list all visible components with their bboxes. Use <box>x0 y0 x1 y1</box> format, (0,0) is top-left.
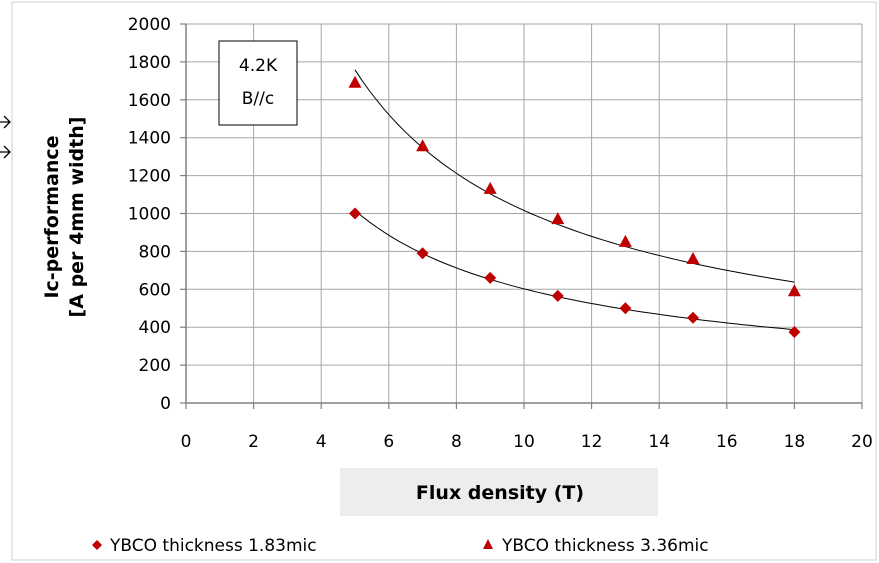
x-tick-label: 12 <box>581 432 603 452</box>
data-point-series-1 <box>484 271 497 284</box>
data-point-series-2 <box>686 251 700 264</box>
annotation-box <box>218 40 298 126</box>
trendline-series-2 <box>354 69 795 283</box>
x-tick-label: 10 <box>513 432 535 452</box>
y-tick-label: 200 <box>139 356 171 376</box>
legend-label-series-1: YBCO thickness 1.83mic <box>109 536 317 556</box>
x-tick-label: 18 <box>784 432 806 452</box>
x-tick-label: 14 <box>648 432 670 452</box>
x-tick-label: 20 <box>851 432 873 452</box>
arrow-icon <box>0 145 11 159</box>
x-tick-label: 2 <box>248 432 259 452</box>
trendline-series-1 <box>354 210 795 331</box>
y-tick-label: 1400 <box>128 129 171 149</box>
data-point-series-2 <box>787 284 801 297</box>
y-tick-label: 1200 <box>128 167 171 187</box>
legend-triangle-icon <box>483 539 493 549</box>
y-axis-title: Ic-performance [A per 4mm width] <box>41 117 88 318</box>
y-tick-label: 800 <box>139 242 171 262</box>
data-point-series-2 <box>618 234 632 247</box>
y-axis-title-line-2: [A per 4mm width] <box>66 117 88 318</box>
chart-area-frame <box>11 1 877 561</box>
x-axis-title-background <box>340 468 658 516</box>
annotation-line-2: B//c <box>242 89 274 109</box>
data-point-series-1 <box>349 207 361 220</box>
legend: YBCO thickness 1.83mic YBCO thickness 3.… <box>92 536 709 556</box>
x-tick-label: 4 <box>316 432 327 452</box>
y-tick-label: 400 <box>139 318 171 338</box>
plot-frame <box>180 23 863 409</box>
x-tick-labels: 0 2 4 6 8 10 12 14 16 18 20 <box>181 432 873 452</box>
x-tick-label: 16 <box>716 432 738 452</box>
x-tick-label: 0 <box>181 432 192 452</box>
data-point-series-1 <box>551 289 564 302</box>
arrow-icon <box>0 115 11 129</box>
x-tick-label: 8 <box>451 432 462 452</box>
data-point-series-2 <box>483 181 497 194</box>
y-axis-title-line-1: Ic-performance <box>41 135 63 298</box>
data-point-series-2 <box>551 212 565 225</box>
y-tick-labels: 0 200 400 600 800 1000 1200 1400 1600 1800 2000 <box>128 15 171 414</box>
trendlines <box>354 69 795 331</box>
data-point-series-2 <box>416 139 430 152</box>
y-tick-label: 0 <box>160 394 171 414</box>
y-tick-label: 600 <box>139 280 171 300</box>
legend-label-series-2: YBCO thickness 3.36mic <box>501 536 709 556</box>
y-tick-label: 1000 <box>128 205 171 225</box>
data-point-series-1 <box>788 325 801 338</box>
y-tick-label: 2000 <box>128 15 171 35</box>
data-point-series-1 <box>416 247 429 260</box>
y-tick-label: 1600 <box>128 91 171 111</box>
data-point-series-1 <box>619 302 632 315</box>
y-tick-label: 1800 <box>128 53 171 73</box>
left-arrow-icons <box>0 115 11 159</box>
x-tick-label: 6 <box>383 432 394 452</box>
legend-diamond-icon <box>92 540 102 550</box>
data-point-series-2 <box>348 75 362 88</box>
condition-annotation: 4.2K B//c <box>218 40 298 126</box>
annotation-line-1: 4.2K <box>239 56 278 76</box>
data-point-series-1 <box>687 311 699 324</box>
data-markers <box>348 75 801 338</box>
x-axis-title: Flux density (T) <box>416 482 584 504</box>
